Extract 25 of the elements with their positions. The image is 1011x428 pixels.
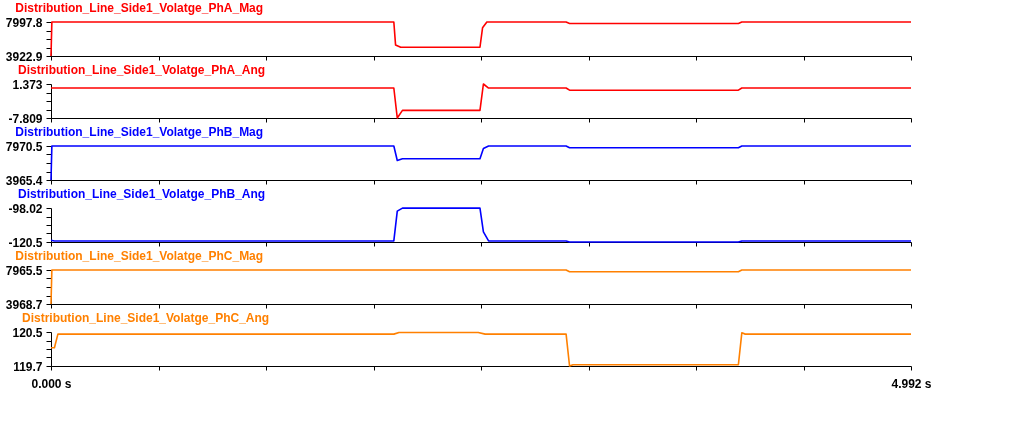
series-label: Distribution_Line_Side1_Volatge_PhA_Mag xyxy=(15,1,264,15)
series-label: Distribution_Line_Side1_Volatge_PhB_Mag xyxy=(15,125,264,139)
x-tick-label: 4.992 s xyxy=(891,376,932,391)
series-label: Distribution_Line_Side1_Volatge_PhC_Ang xyxy=(21,311,270,325)
y-tick-label: 119.7 xyxy=(13,359,43,374)
text: Distribution_Line_Side1_Volatge_PhB_Ang xyxy=(17,187,266,201)
y-tick-label: -7.809 xyxy=(8,111,43,126)
y-tick-label: 7965.5 xyxy=(5,263,43,278)
series-label: Distribution_Line_Side1_Volatge_PhC_Mag xyxy=(15,249,264,263)
line-series xyxy=(50,207,912,243)
y-tick-label: -98.02 xyxy=(8,201,43,216)
line-series xyxy=(50,21,912,57)
line-series xyxy=(50,331,912,367)
y-tick-label: -120.5 xyxy=(8,235,43,250)
x-tick-label: 0.000 s xyxy=(31,376,72,391)
y-tick-label: 7970.5 xyxy=(5,139,43,154)
y-tick-label: 7997.8 xyxy=(5,15,43,30)
y-tick-label: 3968.7 xyxy=(5,297,43,312)
y-tick-label: 1.373 xyxy=(12,77,43,92)
y-tick-label: 3922.9 xyxy=(5,49,43,64)
line-series xyxy=(50,83,912,119)
series-label: Distribution_Line_Side1_Volatge_PhA_Ang xyxy=(17,63,266,77)
y-tick-label: 3965.4 xyxy=(5,173,43,188)
y-tick-label: 120.5 xyxy=(12,325,43,340)
line-series xyxy=(50,145,912,181)
